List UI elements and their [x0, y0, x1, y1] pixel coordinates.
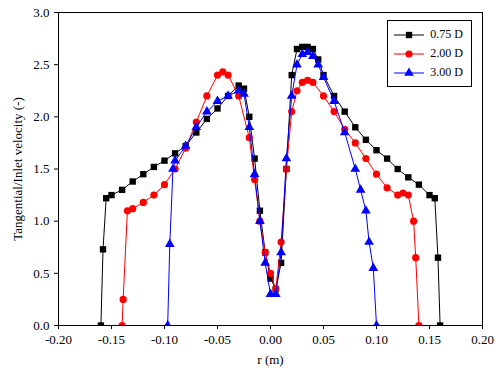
html-text:3.00 D: 3.00 D	[430, 65, 463, 79]
svg-text:Tangential/Inlet velocity (-): Tangential/Inlet velocity (-)	[10, 97, 25, 240]
svg-text:r (m): r (m)	[257, 352, 283, 367]
svg-text:2.5: 2.5	[33, 57, 49, 72]
svg-text:0.0: 0.0	[33, 318, 49, 333]
svg-text:2.0: 2.0	[33, 109, 49, 124]
svg-text:0.15: 0.15	[418, 332, 441, 347]
html-text:0.75 D: 0.75 D	[430, 27, 463, 41]
svg-text:0.5: 0.5	[33, 265, 49, 280]
svg-text:1.0: 1.0	[33, 213, 49, 228]
svg-text:-0.20: -0.20	[45, 332, 72, 347]
svg-text:-0.10: -0.10	[151, 332, 178, 347]
svg-text:3.0: 3.0	[33, 5, 49, 20]
svg-text:0.10: 0.10	[365, 332, 388, 347]
svg-text:0.05: 0.05	[312, 332, 335, 347]
svg-text:1.5: 1.5	[33, 161, 49, 176]
svg-text:-0.15: -0.15	[98, 332, 125, 347]
svg-text:-0.05: -0.05	[204, 332, 231, 347]
svg-text:0.20: 0.20	[471, 332, 494, 347]
html-text:2.00 D: 2.00 D	[430, 46, 463, 60]
svg-text:0.00: 0.00	[259, 332, 282, 347]
